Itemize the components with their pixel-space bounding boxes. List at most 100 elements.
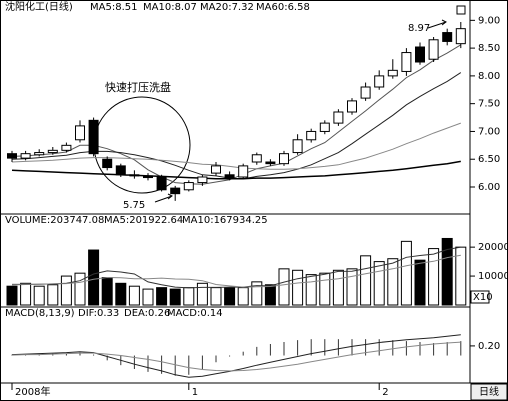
panel-header: MACD:0.14 bbox=[167, 308, 223, 319]
panel-header: MA5:8.51 bbox=[90, 2, 137, 13]
candle-body bbox=[387, 69, 398, 77]
ma-line bbox=[11, 334, 461, 378]
y-tick-label: 10000 bbox=[478, 271, 508, 282]
unit-box bbox=[470, 290, 490, 304]
volume-bar bbox=[74, 272, 86, 306]
candle-body bbox=[306, 130, 317, 141]
candle-body bbox=[428, 39, 439, 60]
candle-body bbox=[224, 174, 235, 180]
volume-bar bbox=[332, 269, 344, 306]
period-button-label[interactable]: 日线 bbox=[479, 385, 499, 398]
ma-line bbox=[12, 254, 461, 288]
volume-bar bbox=[237, 287, 249, 306]
period-button[interactable] bbox=[470, 383, 508, 401]
candle-body bbox=[292, 139, 303, 154]
ma-line bbox=[11, 44, 462, 185]
panel-header: MACD(8,13,9) bbox=[5, 308, 75, 319]
candle-body bbox=[415, 46, 425, 63]
panel-header: DEA:0.26 bbox=[124, 308, 170, 319]
candle-body bbox=[347, 100, 357, 113]
volume-bar bbox=[115, 282, 127, 306]
y-tick-label: 9.00 bbox=[478, 15, 500, 26]
x-tick-label: 2008年 bbox=[15, 385, 50, 398]
volume-bar bbox=[33, 285, 45, 306]
annotation: 快速打压洗盘 bbox=[105, 80, 171, 94]
candle-body bbox=[319, 122, 330, 132]
annotation: 8.97 bbox=[408, 23, 430, 34]
volume-bar bbox=[251, 281, 263, 306]
volume-bar bbox=[319, 272, 331, 306]
y-tick-label: 7.50 bbox=[478, 99, 500, 110]
candle-body bbox=[333, 111, 344, 124]
volume-bar bbox=[142, 288, 154, 306]
volume-bar bbox=[224, 287, 236, 306]
y-tick-label: 8.00 bbox=[478, 71, 500, 82]
candle-body bbox=[183, 182, 194, 191]
volume-bar bbox=[183, 287, 195, 306]
volume-bar bbox=[88, 249, 100, 306]
candle-body bbox=[102, 158, 113, 169]
panel-header: 沈阳化工(日线) bbox=[5, 0, 73, 13]
panel-header: MA20:7.32 bbox=[200, 2, 254, 13]
x-tick-label: 1 bbox=[192, 387, 198, 398]
panel-header: MA10:167934.25 bbox=[182, 215, 268, 226]
ma-line bbox=[11, 160, 461, 180]
volume-bar bbox=[414, 259, 426, 306]
candle-body bbox=[170, 187, 181, 195]
volume-bar bbox=[196, 282, 208, 306]
candle-body bbox=[47, 149, 58, 154]
volume-bar bbox=[169, 288, 181, 306]
volume-bar bbox=[346, 268, 358, 306]
volume-bar bbox=[128, 285, 140, 306]
panel-header: VOLUME:203747.08 bbox=[5, 215, 104, 226]
volume-bar bbox=[305, 274, 317, 306]
candle-body bbox=[211, 165, 221, 174]
candle-body bbox=[7, 153, 17, 159]
candle-body bbox=[197, 176, 208, 184]
y-tick-label: 8.50 bbox=[478, 43, 500, 54]
candle-body bbox=[374, 75, 385, 88]
candle-body bbox=[265, 161, 276, 165]
candle-body bbox=[61, 144, 72, 151]
y-tick-label: 20000 bbox=[478, 242, 508, 253]
candle-body bbox=[401, 52, 412, 72]
annotation-arrow bbox=[154, 193, 173, 203]
candle-body bbox=[279, 153, 289, 165]
volume-bar bbox=[400, 240, 412, 306]
panel-header: MA60:6.58 bbox=[256, 2, 310, 13]
panel-header: DIF:0.33 bbox=[78, 308, 119, 319]
y-tick-label: 0.20 bbox=[478, 341, 500, 352]
candle-body bbox=[34, 152, 45, 156]
volume-bar bbox=[264, 284, 276, 306]
x-tick-label: 2 bbox=[382, 387, 388, 398]
volume-bar bbox=[156, 287, 168, 306]
candle-body bbox=[238, 165, 249, 178]
candle-body bbox=[129, 174, 140, 177]
volume-bar bbox=[6, 285, 18, 306]
unit-label: X10 bbox=[473, 292, 493, 303]
panel-header: MA5:201922.64 bbox=[104, 215, 183, 226]
ma-line bbox=[11, 122, 461, 170]
window-icon[interactable] bbox=[456, 5, 466, 15]
volume-bar bbox=[101, 277, 113, 306]
volume-bar bbox=[373, 261, 385, 306]
candle-body bbox=[251, 154, 262, 163]
candle-body bbox=[143, 175, 153, 179]
volume-bar bbox=[441, 237, 453, 306]
annotation-arrow bbox=[427, 19, 447, 29]
volume-bar bbox=[292, 269, 304, 306]
candle-body bbox=[75, 125, 85, 141]
candle-body bbox=[88, 119, 99, 155]
volume-bar bbox=[428, 248, 440, 306]
candle-body bbox=[20, 153, 31, 159]
volume-bar bbox=[387, 258, 399, 306]
candle-body bbox=[455, 28, 466, 45]
candle-body bbox=[156, 176, 167, 191]
panel-header: MA10:8.07 bbox=[143, 2, 197, 13]
ma-line bbox=[11, 341, 461, 372]
volume-bar bbox=[20, 282, 32, 306]
volume-bar bbox=[47, 284, 59, 306]
volume-bar bbox=[360, 255, 372, 306]
